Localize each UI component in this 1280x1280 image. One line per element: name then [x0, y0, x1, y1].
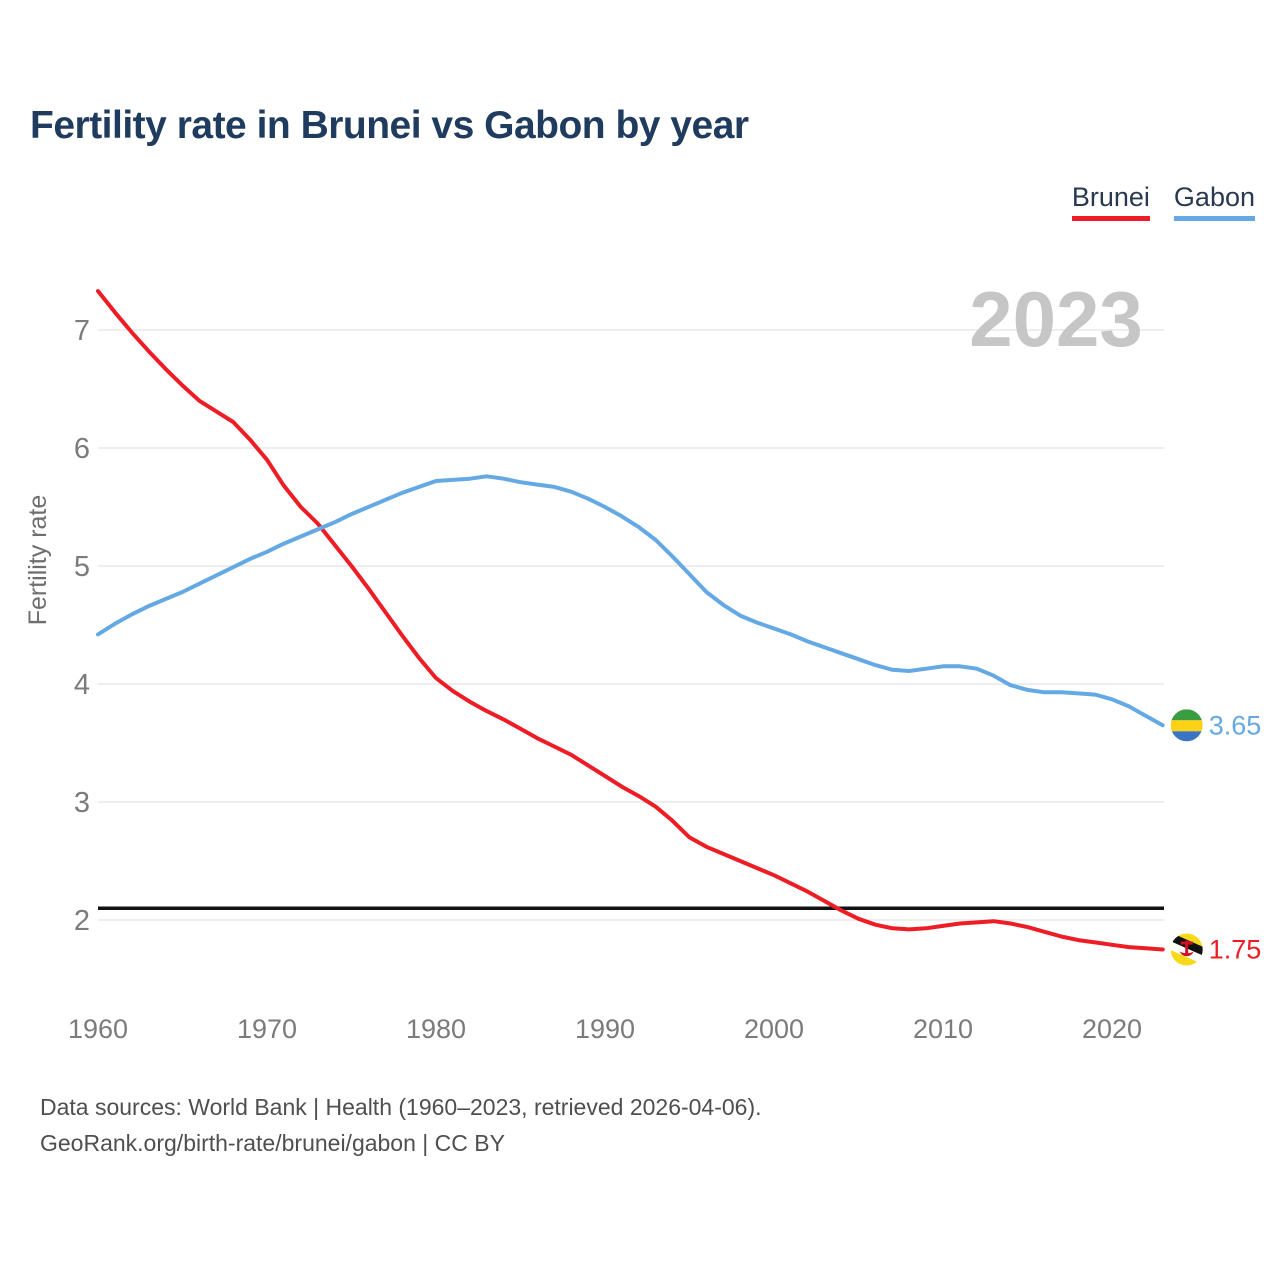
end-value-gabon: 3.65	[1209, 710, 1262, 740]
x-tick-1970: 1970	[237, 1014, 297, 1044]
y-tick-4: 4	[74, 669, 90, 701]
y-axis-label: Fertility rate	[24, 495, 52, 626]
data-sources: Data sources: World Bank | Health (1960–…	[40, 1089, 762, 1161]
y-tick-6: 6	[74, 433, 90, 465]
y-tick-2: 2	[74, 905, 90, 937]
y-tick-5: 5	[74, 551, 90, 583]
series-line-gabon	[96, 474, 1165, 728]
page-title: Fertility rate in Brunei vs Gabon by yea…	[30, 104, 749, 147]
end-value-brunei: 1.75	[1209, 935, 1262, 965]
brunei-flag-icon	[1170, 933, 1203, 966]
watermark-year: 2023	[969, 275, 1143, 363]
legend: Brunei Gabon	[1071, 184, 1255, 221]
gabon-flag-icon	[1170, 709, 1203, 742]
series-line-brunei	[96, 289, 1165, 952]
x-tick-1990: 1990	[575, 1014, 635, 1044]
source-line-2: GeoRank.org/birth-rate/brunei/gabon | CC…	[40, 1130, 505, 1156]
y-tick-7: 7	[74, 315, 90, 347]
source-line-1: Data sources: World Bank | Health (1960–…	[40, 1094, 762, 1120]
legend-item-gabon[interactable]: Gabon	[1173, 184, 1255, 221]
x-tick-2020: 2020	[1082, 1014, 1142, 1044]
x-tick-1980: 1980	[406, 1014, 466, 1044]
x-tick-2000: 2000	[744, 1014, 804, 1044]
x-tick-1960: 1960	[68, 1014, 128, 1044]
x-tick-2010: 2010	[913, 1014, 973, 1044]
legend-item-brunei[interactable]: Brunei	[1071, 184, 1150, 221]
y-tick-3: 3	[74, 787, 90, 819]
